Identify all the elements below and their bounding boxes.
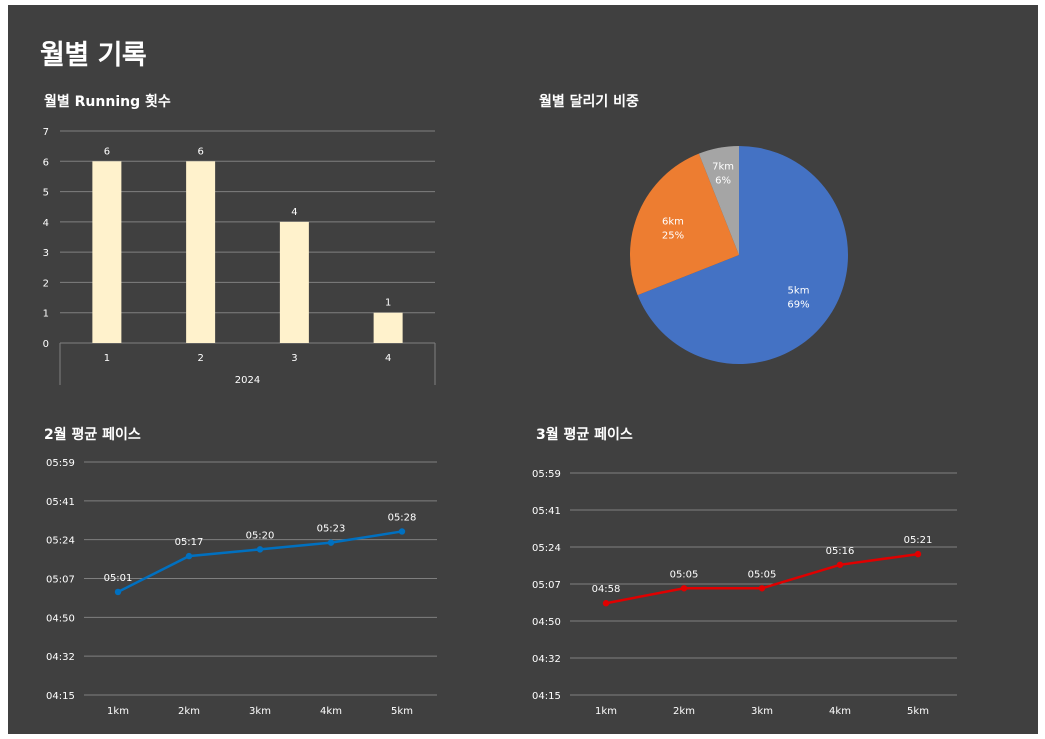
page-title: 월별 기록 <box>40 40 147 71</box>
mar-line-chart-title: 3월 평균 페이스 <box>536 427 633 443</box>
pie-slice-label: 5km <box>788 285 810 296</box>
feb-xtick-label: 5km <box>391 706 413 717</box>
mar-pace-chart: 04:15 04:32 04:50 05:07 05:24 05:41 05:59 04:58… <box>532 469 957 717</box>
bar <box>279 221 309 343</box>
dashboard-panel: 월별 기록 월별 Running 횟수 월별 달리기 비중 2월 평균 페이스 … <box>8 5 1038 734</box>
feb-point <box>398 528 406 535</box>
mar-xtick-label: 4km <box>829 706 851 717</box>
bar <box>92 161 122 343</box>
mar-data-label: 05:21 <box>904 535 933 546</box>
bar-data-label: 6 <box>104 146 110 157</box>
mar-ytick-label: 05:59 <box>532 469 561 480</box>
feb-ytick-label: 05:07 <box>46 575 75 586</box>
bar-ytick-label: 3 <box>43 248 49 259</box>
feb-ytick-label: 04:50 <box>46 613 75 624</box>
pie-slice-label: 6km <box>662 216 684 227</box>
bar-ytick-label: 6 <box>43 157 49 168</box>
bar-xtick-label: 2 <box>197 353 203 364</box>
bar-data-label: 6 <box>197 146 203 157</box>
mar-xtick-label: 1km <box>595 706 617 717</box>
bar <box>186 161 216 343</box>
mar-data-label: 05:05 <box>670 569 699 580</box>
mar-ytick-label: 05:41 <box>532 506 561 517</box>
bar-xtick-label: 3 <box>291 353 297 364</box>
mar-point <box>836 561 844 568</box>
bar-xtick-label: 4 <box>385 353 391 364</box>
feb-xtick-label: 1km <box>107 706 129 717</box>
feb-xtick-label: 4km <box>320 706 342 717</box>
pie-chart-title: 월별 달리기 비중 <box>539 94 639 110</box>
mar-point <box>602 600 610 607</box>
mar-point <box>914 550 922 558</box>
bar-ytick-label: 5 <box>43 188 49 199</box>
feb-ytick-label: 04:15 <box>46 691 75 702</box>
mar-data-label: 05:16 <box>826 546 855 557</box>
mar-data-label: 04:58 <box>592 584 621 595</box>
feb-ytick-label: 05:41 <box>46 497 75 508</box>
feb-ytick-label: 04:32 <box>46 652 75 663</box>
feb-point <box>185 552 193 560</box>
feb-data-label: 05:17 <box>175 537 204 548</box>
bar-ytick-label: 7 <box>43 127 49 138</box>
feb-xtick-label: 2km <box>178 706 200 717</box>
bar-ytick-label: 1 <box>43 309 49 320</box>
bar <box>373 312 403 343</box>
feb-data-label: 05:01 <box>104 573 133 584</box>
feb-ytick-label: 05:24 <box>46 536 75 547</box>
feb-ytick-label: 05:59 <box>46 458 75 469</box>
mar-point <box>758 585 766 592</box>
bar-group-label: 2024 <box>235 375 260 386</box>
pie-slice <box>630 153 739 296</box>
pie-chart: 5km 69% 6km 25% 7km 6% <box>630 146 848 364</box>
feb-point <box>327 539 335 546</box>
mar-data-label: 05:05 <box>748 569 777 580</box>
feb-data-label: 05:20 <box>246 530 275 541</box>
charts-canvas: 0 1 2 3 4 5 6 7 6 1 6 2 4 3 1 4 2024 5km 69% 6km 25% 7km 6% 0… <box>43 127 957 717</box>
bar-data-label: 1 <box>385 298 391 309</box>
feb-pace-chart: 04:15 04:32 04:50 05:07 05:24 05:41 05:59 05:01… <box>46 458 437 717</box>
mar-ytick-label: 05:24 <box>532 543 561 554</box>
mar-xtick-label: 5km <box>907 706 929 717</box>
bar-ytick-label: 4 <box>43 218 49 229</box>
mar-ytick-label: 05:07 <box>532 580 561 591</box>
feb-point <box>114 588 122 596</box>
mar-ytick-label: 04:50 <box>532 617 561 628</box>
pie-slice-percent: 69% <box>787 299 809 310</box>
feb-data-label: 05:23 <box>317 524 346 535</box>
bar-xtick-label: 1 <box>104 353 110 364</box>
feb-data-label: 05:28 <box>388 512 417 523</box>
mar-xtick-label: 2km <box>673 706 695 717</box>
pie-slice-percent: 25% <box>662 230 684 241</box>
feb-point <box>256 546 264 553</box>
pie-slice <box>637 146 848 364</box>
bar-ytick-label: 2 <box>43 278 49 289</box>
pie-slice <box>698 146 739 255</box>
bar-ytick-label: 0 <box>43 339 49 350</box>
feb-line-chart-title: 2월 평균 페이스 <box>44 427 141 443</box>
mar-ytick-label: 04:32 <box>532 654 561 665</box>
mar-xtick-label: 3km <box>751 706 773 717</box>
pie-slice-label: 7km <box>712 161 734 172</box>
bar-data-label: 4 <box>291 207 297 218</box>
mar-ytick-label: 04:15 <box>532 691 561 702</box>
feb-xtick-label: 3km <box>249 706 271 717</box>
bar-chart: 0 1 2 3 4 5 6 7 6 1 6 2 4 3 1 4 2024 <box>43 127 436 386</box>
mar-point <box>680 585 688 592</box>
bar-chart-title: 월별 Running 횟수 <box>44 94 171 110</box>
pie-slice-percent: 6% <box>715 175 731 186</box>
